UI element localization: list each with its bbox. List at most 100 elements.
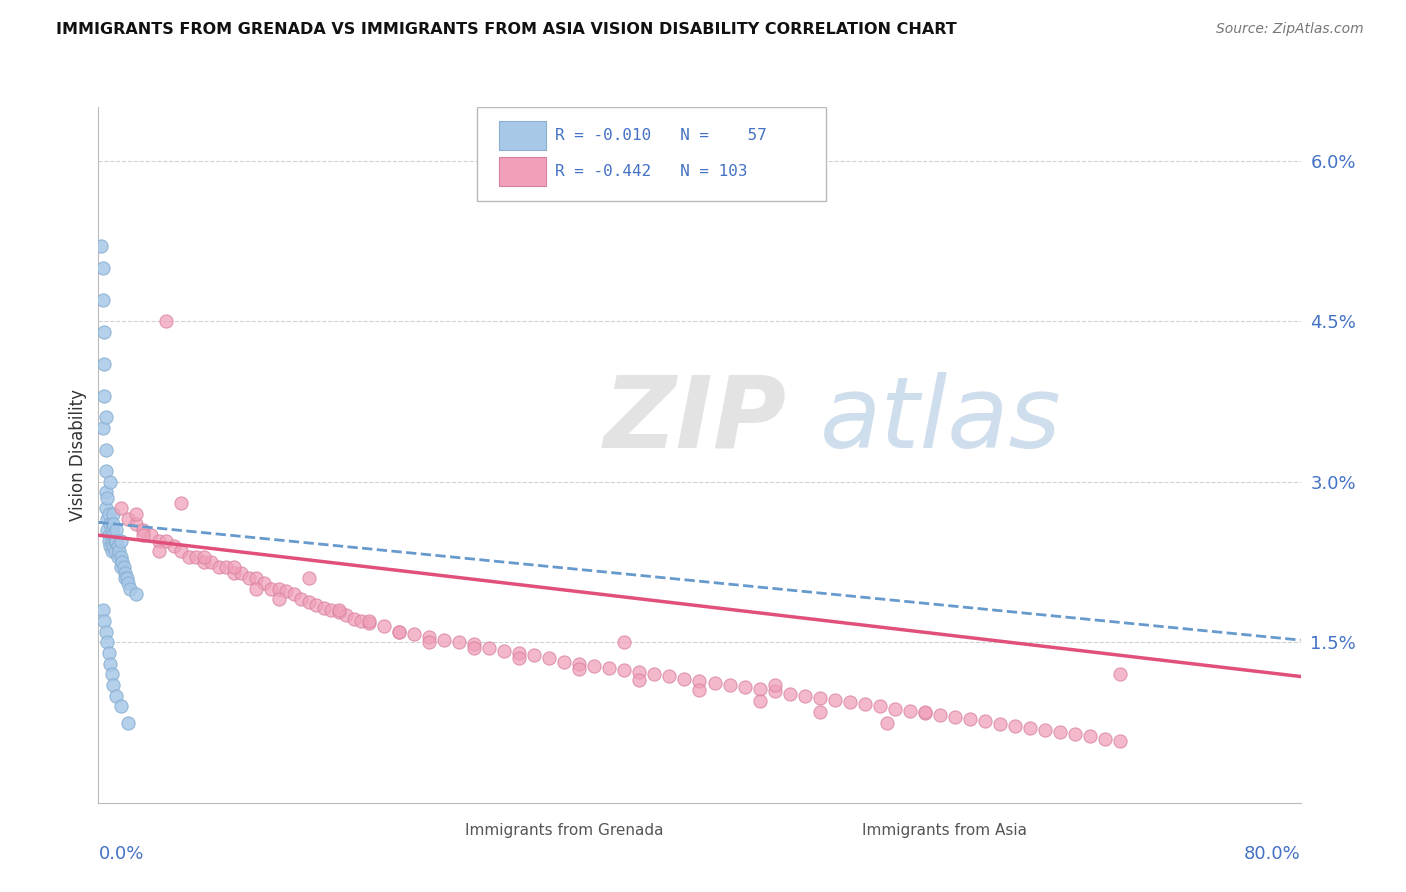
Point <box>494 644 516 658</box>
Point <box>628 665 651 680</box>
Text: IMMIGRANTS FROM GRENADA VS IMMIGRANTS FROM ASIA VISION DISABILITY CORRELATION CH: IMMIGRANTS FROM GRENADA VS IMMIGRANTS FR… <box>56 22 957 37</box>
Point <box>748 682 770 697</box>
Point <box>283 587 305 601</box>
Point <box>104 533 127 548</box>
Point <box>177 549 200 564</box>
Point <box>312 601 335 615</box>
Point <box>703 676 725 690</box>
Point <box>508 646 530 660</box>
Point <box>238 571 260 585</box>
Point <box>853 698 876 712</box>
Point <box>276 583 298 598</box>
Point <box>100 657 122 671</box>
Point <box>110 699 132 714</box>
Point <box>111 555 134 569</box>
Point <box>91 421 114 435</box>
Point <box>613 635 636 649</box>
Point <box>373 619 395 633</box>
Point <box>688 683 710 698</box>
Point <box>93 357 115 371</box>
Point <box>260 582 283 596</box>
Point <box>132 523 155 537</box>
Point <box>568 662 591 676</box>
Text: Immigrants from Asia: Immigrants from Asia <box>862 823 1026 838</box>
Point <box>97 646 120 660</box>
FancyBboxPatch shape <box>420 821 458 842</box>
FancyBboxPatch shape <box>499 157 546 186</box>
Point <box>231 566 253 580</box>
Point <box>568 657 591 671</box>
Point <box>914 705 936 719</box>
Point <box>162 539 184 553</box>
Point <box>94 464 117 478</box>
Point <box>110 549 132 564</box>
Point <box>103 528 125 542</box>
Point <box>1019 721 1042 735</box>
Point <box>643 667 665 681</box>
Point <box>112 560 135 574</box>
Point <box>170 544 193 558</box>
Point <box>793 689 815 703</box>
Point <box>988 716 1011 731</box>
Point <box>267 582 290 596</box>
Point <box>418 635 440 649</box>
Point <box>959 712 981 726</box>
Point <box>101 667 124 681</box>
Point <box>93 389 115 403</box>
Point <box>598 661 620 675</box>
Point <box>96 523 118 537</box>
Point <box>96 491 118 505</box>
Text: 80.0%: 80.0% <box>1244 845 1301 863</box>
Point <box>155 314 177 328</box>
Point <box>245 571 267 585</box>
Point <box>1004 719 1026 733</box>
Point <box>1033 723 1056 737</box>
Point <box>335 608 357 623</box>
FancyBboxPatch shape <box>817 821 856 842</box>
Point <box>388 624 411 639</box>
Point <box>115 571 138 585</box>
Point <box>107 549 129 564</box>
Point <box>108 544 131 558</box>
Point <box>91 260 114 275</box>
Point <box>357 615 380 630</box>
Point <box>328 603 350 617</box>
Point <box>96 512 118 526</box>
Point <box>193 549 215 564</box>
Point <box>298 594 321 608</box>
Text: Immigrants from Grenada: Immigrants from Grenada <box>465 823 664 838</box>
Point <box>94 410 117 425</box>
Y-axis label: Vision Disability: Vision Disability <box>69 389 87 521</box>
Point <box>208 560 231 574</box>
Point <box>763 684 786 698</box>
Point <box>943 710 966 724</box>
Point <box>97 507 120 521</box>
Text: R = -0.010   N =    57: R = -0.010 N = 57 <box>555 128 768 143</box>
Point <box>808 705 831 719</box>
FancyBboxPatch shape <box>477 107 825 201</box>
Point <box>125 587 148 601</box>
Point <box>110 501 132 516</box>
Point <box>193 555 215 569</box>
Point <box>673 672 696 686</box>
Point <box>93 614 115 628</box>
Point <box>898 704 921 718</box>
Point <box>117 576 139 591</box>
Point <box>298 571 321 585</box>
Point <box>215 560 238 574</box>
Point <box>117 512 139 526</box>
Point <box>748 694 770 708</box>
Point <box>148 533 170 548</box>
Point <box>688 673 710 688</box>
Point <box>200 555 222 569</box>
Point <box>1109 733 1132 747</box>
Point <box>628 673 651 687</box>
Point <box>101 544 124 558</box>
Point <box>96 635 118 649</box>
Point <box>155 533 177 548</box>
Point <box>914 706 936 720</box>
Point <box>222 560 245 574</box>
Point <box>125 507 148 521</box>
Point <box>538 651 561 665</box>
FancyBboxPatch shape <box>499 121 546 150</box>
